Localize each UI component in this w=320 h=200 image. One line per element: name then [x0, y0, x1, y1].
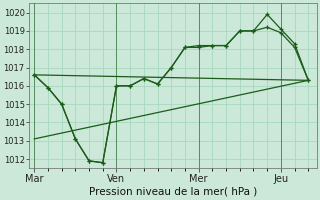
X-axis label: Pression niveau de la mer( hPa ): Pression niveau de la mer( hPa ) — [89, 187, 257, 197]
